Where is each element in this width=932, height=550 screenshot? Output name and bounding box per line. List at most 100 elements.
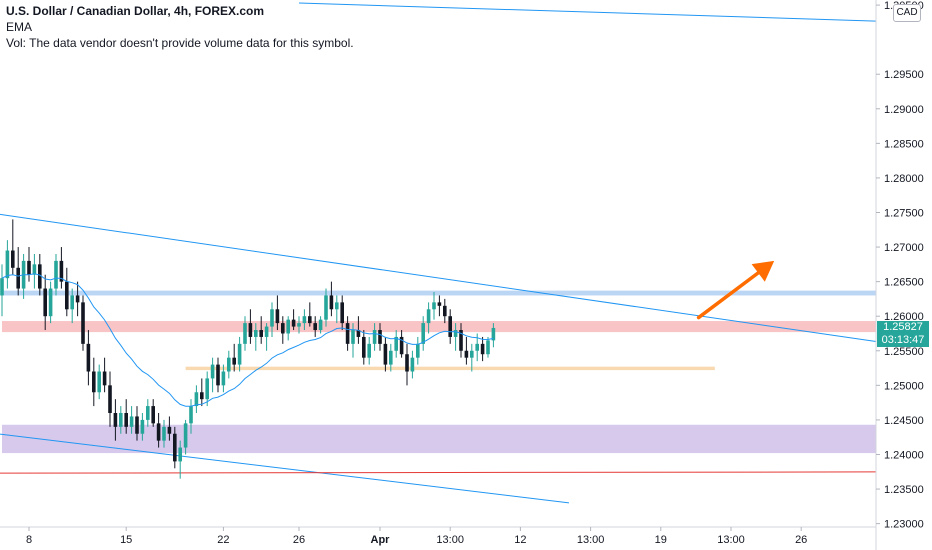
candle-up [48,281,53,324]
candle-up [194,385,199,413]
price-tick-label: 1.25500 [884,346,924,358]
candle-body [259,330,263,337]
price-tick-label: 1.28000 [884,173,924,185]
candle-down [345,316,350,351]
candle-body [470,350,474,358]
candle-up [297,316,301,334]
price-tick-label: 1.24000 [884,449,924,461]
candle-up [227,350,231,379]
candle-up [119,406,123,434]
candle-body [119,412,123,427]
candle-up [221,364,226,393]
candle-down [86,330,91,386]
candle-body [102,371,107,386]
candle-down [464,336,469,365]
candle-body [227,357,231,372]
candle-body [324,295,328,320]
candle-body [48,288,53,317]
current-zone [2,321,876,333]
candle-body [383,343,388,365]
candle-body [362,336,366,358]
candle-body [475,343,479,351]
volume-note: Vol: The data vendor doesn't provide vol… [6,36,354,50]
candle-body [81,302,85,344]
candle-body [405,354,409,372]
candle-body [59,260,64,282]
chart-trendlines [0,2,877,504]
candle-body [11,250,15,268]
candle-body [351,330,355,344]
candle-body [426,309,431,324]
candle-body [302,316,307,324]
candle-up [70,288,74,324]
candle-body [86,343,91,372]
candle-body [480,343,485,355]
candle-up [146,399,150,427]
candle-up [243,316,247,351]
time-tick-label: 13:00 [717,534,745,546]
candle-body [464,350,469,358]
candle-body [113,412,118,427]
chart-title: U.S. Dollar / Canadian Dollar, 4h, FOREX… [6,4,265,18]
candle-body [70,295,74,310]
arrow-head [751,260,775,282]
candle-body [248,323,253,337]
candle-body [486,340,490,355]
candle-down [108,371,112,427]
candle-body [453,330,458,337]
candle-body [399,336,404,355]
time-tick-label: 22 [217,534,229,546]
candle-body [448,316,452,337]
candle-up [453,323,458,351]
candle-down [59,247,64,289]
candle-body [205,378,209,400]
candle-body [75,295,80,303]
candle-body [367,343,371,358]
ema-legend[interactable]: EMA [6,20,33,34]
candle-body [162,426,166,441]
candle-body [38,264,42,289]
candle-body [124,412,128,427]
candle-up [0,264,4,317]
candle-up [162,419,166,448]
candle-body [216,364,220,386]
candle-down [405,343,409,386]
bar-countdown: 03:13:47 [881,334,925,347]
time-tick-label: Apr [371,534,391,546]
candle-down [443,298,447,324]
candle-up [237,336,242,372]
currency-badge[interactable]: CAD [893,4,921,22]
candle-down [124,399,128,434]
candle-body [108,385,112,413]
candle-up [302,309,307,331]
candle-up [183,419,188,455]
candle-body [54,260,58,289]
candle-body [194,392,199,407]
time-tick-label: 26 [293,534,305,546]
candle-body [308,316,312,324]
price-tick-label: 1.23000 [884,519,924,531]
candle-body [178,447,182,462]
candle-body [291,319,296,327]
time-axis[interactable]: 8 15 22 26 Apr 13:00 12 13:00 19 13:00 26 [26,527,807,546]
candle-body [0,278,4,296]
candle-down [383,336,388,372]
candle-body [200,392,204,400]
candle-down [173,426,177,469]
price-tick-label: 1.23500 [884,484,924,496]
descending-resistance-line [0,213,877,343]
candle-up [324,288,328,327]
candle-body [5,250,10,279]
projection-arrow [696,260,775,320]
candle-down [313,316,317,337]
arrow-shaft [696,271,760,320]
candle-body [416,343,420,358]
candle-down [11,219,15,275]
candle-body [410,357,415,372]
candle-body [459,330,463,351]
candle-body [183,423,188,448]
candle-up [54,253,58,296]
candle-body [318,319,323,331]
candle-body [443,305,447,317]
